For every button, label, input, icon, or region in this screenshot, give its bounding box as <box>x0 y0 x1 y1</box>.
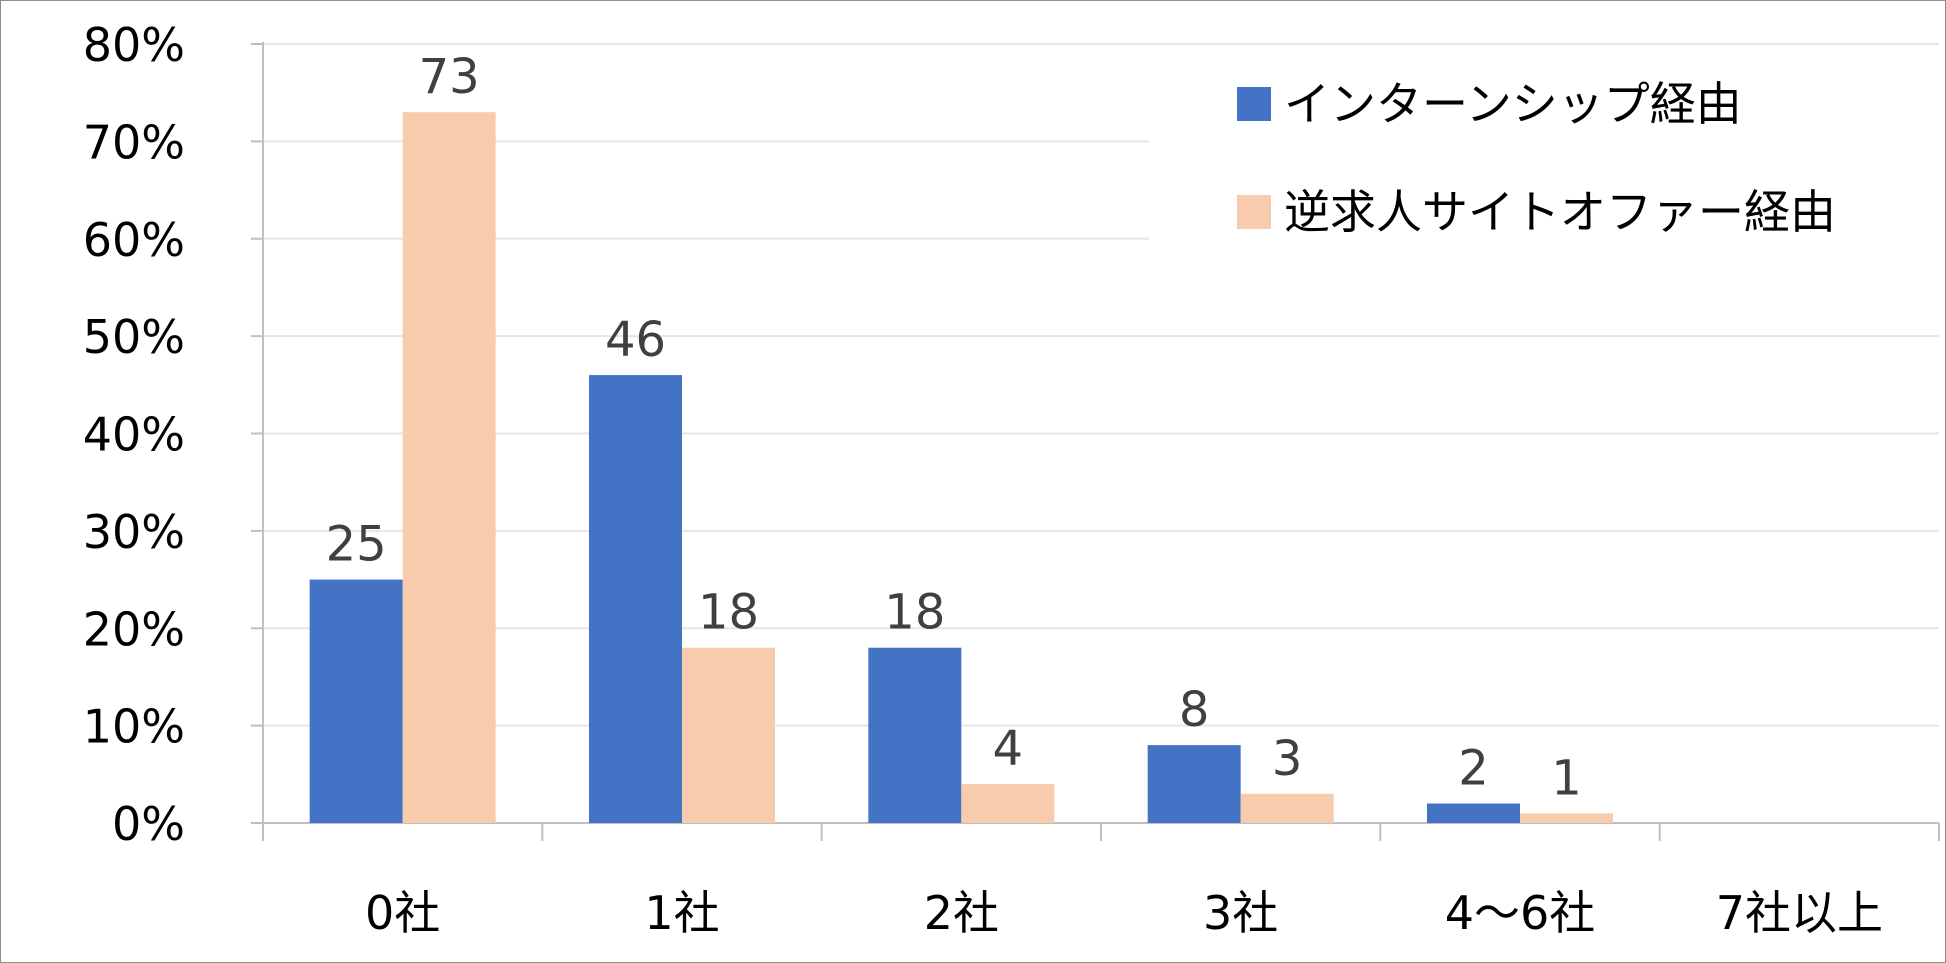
legend-swatch <box>1237 195 1271 229</box>
data-label: 46 <box>605 312 666 368</box>
x-tick-label: 3社 <box>1203 886 1278 940</box>
data-label: 4 <box>993 721 1024 777</box>
data-label: 25 <box>326 517 387 573</box>
data-labels: 25 46 18 8 2 73 18 4 3 1 <box>326 49 1582 806</box>
bar <box>1147 745 1241 823</box>
x-tick-label: 2社 <box>924 886 999 940</box>
data-label: 2 <box>1458 741 1489 797</box>
data-label: 3 <box>1272 731 1303 787</box>
y-tick-label: 0% <box>112 797 185 851</box>
x-tick-label: 7社以上 <box>1716 886 1883 940</box>
bar <box>402 112 496 824</box>
x-tick-label: 0社 <box>365 886 440 940</box>
data-label: 1 <box>1551 750 1582 806</box>
bar <box>1427 803 1520 823</box>
legend-background <box>1149 59 1939 257</box>
y-tick-label: 80% <box>83 18 185 72</box>
bar <box>868 647 962 823</box>
y-tick-label: 30% <box>83 505 185 559</box>
legend-label: 逆求人サイトオファー経由 <box>1284 185 1836 239</box>
bar <box>1240 793 1334 823</box>
data-label: 73 <box>419 49 480 105</box>
y-tick-label: 60% <box>83 213 185 267</box>
data-label: 8 <box>1179 682 1210 738</box>
data-label: 18 <box>698 585 759 641</box>
bar <box>1520 813 1613 823</box>
bar <box>309 579 403 823</box>
bar <box>682 647 775 823</box>
gridlines <box>263 43 1939 727</box>
y-tick-label: 10% <box>83 700 185 754</box>
y-tick-label: 70% <box>83 115 185 169</box>
x-tick-label: 4〜6社 <box>1445 886 1596 940</box>
legend-swatch <box>1237 87 1271 121</box>
legend-label: インターンシップ経由 <box>1284 77 1742 131</box>
data-label: 18 <box>884 585 945 641</box>
y-tick-label: 50% <box>83 310 185 364</box>
axes: 0% 10% 20% 30% 40% 50% 60% 70% 80% 0社 1社 2社 3社 4〜6社 7社… <box>83 18 1940 940</box>
bars <box>309 112 1613 824</box>
bar <box>589 375 682 823</box>
y-tick-label: 20% <box>83 602 185 656</box>
y-tick-label: 40% <box>83 408 185 462</box>
x-tick-label: 1社 <box>644 886 719 940</box>
bar <box>961 784 1055 823</box>
